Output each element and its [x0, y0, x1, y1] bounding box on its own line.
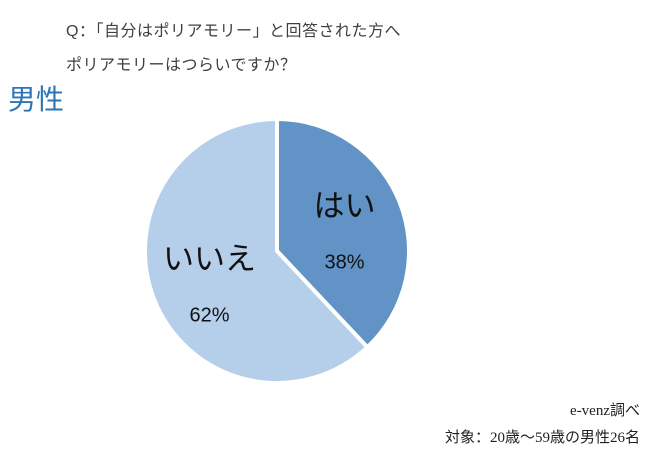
slice-pct-1: 62% [189, 305, 229, 327]
pie-slice-0 [275, 117, 411, 350]
chart-title: 男性 [8, 84, 65, 115]
source-note: e-venz調べ [570, 403, 640, 419]
pie-slice-1 [143, 117, 370, 385]
slice-label-1: いいえ [163, 242, 256, 277]
question-text: Q：「自分はポリアモリー」と回答された方へ ポリアモリーはつらいですか？ [66, 15, 401, 83]
slice-label-0: はい [314, 188, 376, 223]
slice-pct-0: 38% [324, 251, 364, 273]
footer: e-venz調べ 対象：20歳〜59歳の男性26名 [445, 398, 640, 452]
question-line-1: Q：「自分はポリアモリー」と回答された方へ [66, 23, 401, 40]
sample-note: 対象：20歳〜59歳の男性26名 [444, 430, 640, 446]
question-line-2: ポリアモリーはつらいですか？ [66, 57, 297, 74]
